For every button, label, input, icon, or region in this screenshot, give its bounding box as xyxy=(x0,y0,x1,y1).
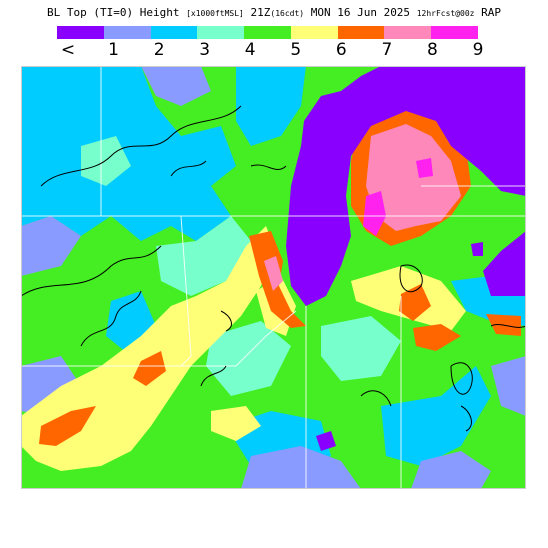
legend-tick-labels: <1 2 3 4 5 6 7 8 9 xyxy=(0,40,548,62)
legend-tick-label: 7 xyxy=(381,40,393,60)
legend-tick-label: 5 xyxy=(290,40,302,60)
legend-swatch xyxy=(290,26,338,39)
title-date: MON 16 Jun 2025 xyxy=(310,6,411,19)
legend-swatch xyxy=(244,26,291,39)
legend-swatch xyxy=(57,26,104,39)
legend-tick-label: 9 xyxy=(472,40,484,60)
title-time-sub: (16cdt) xyxy=(270,9,305,18)
level-8-regions xyxy=(363,158,433,236)
title-run: 12hrFcst@00z xyxy=(416,9,475,18)
legend-swatch xyxy=(197,26,245,39)
map-svg xyxy=(21,66,526,489)
level-0-regions xyxy=(286,66,526,451)
legend-swatch xyxy=(384,26,432,39)
legend-swatch xyxy=(150,26,198,39)
legend-tick-label: 8 xyxy=(427,40,438,60)
forecast-map xyxy=(21,66,526,489)
chart-title: BL Top (TI=0) Height [x1000ftMSL] 21Z(16… xyxy=(0,6,548,19)
legend-swatch xyxy=(431,26,479,39)
legend-swatch xyxy=(337,26,385,39)
map-frame xyxy=(21,66,526,489)
legend-tick-label: 6 xyxy=(335,40,347,60)
level-3-regions xyxy=(81,136,401,396)
color-legend xyxy=(57,26,479,39)
level-7-regions xyxy=(264,124,461,291)
legend-swatch xyxy=(103,26,151,39)
legend-tick-label: < xyxy=(60,40,76,60)
contour-lines xyxy=(21,105,526,432)
title-main: BL Top (TI=0) Height xyxy=(47,6,180,19)
state-boundaries xyxy=(21,66,526,489)
legend-tick-label: 4 xyxy=(244,40,256,60)
legend-tick-label: 3 xyxy=(199,40,211,60)
legend-tick-label: 2 xyxy=(153,40,165,60)
title-unit: [x1000ftMSL] xyxy=(186,9,244,18)
title-time: 21Z xyxy=(250,6,271,19)
legend-tick-label: 1 xyxy=(108,40,119,60)
level-1-regions xyxy=(21,66,526,489)
title-model: RAP xyxy=(481,6,501,19)
